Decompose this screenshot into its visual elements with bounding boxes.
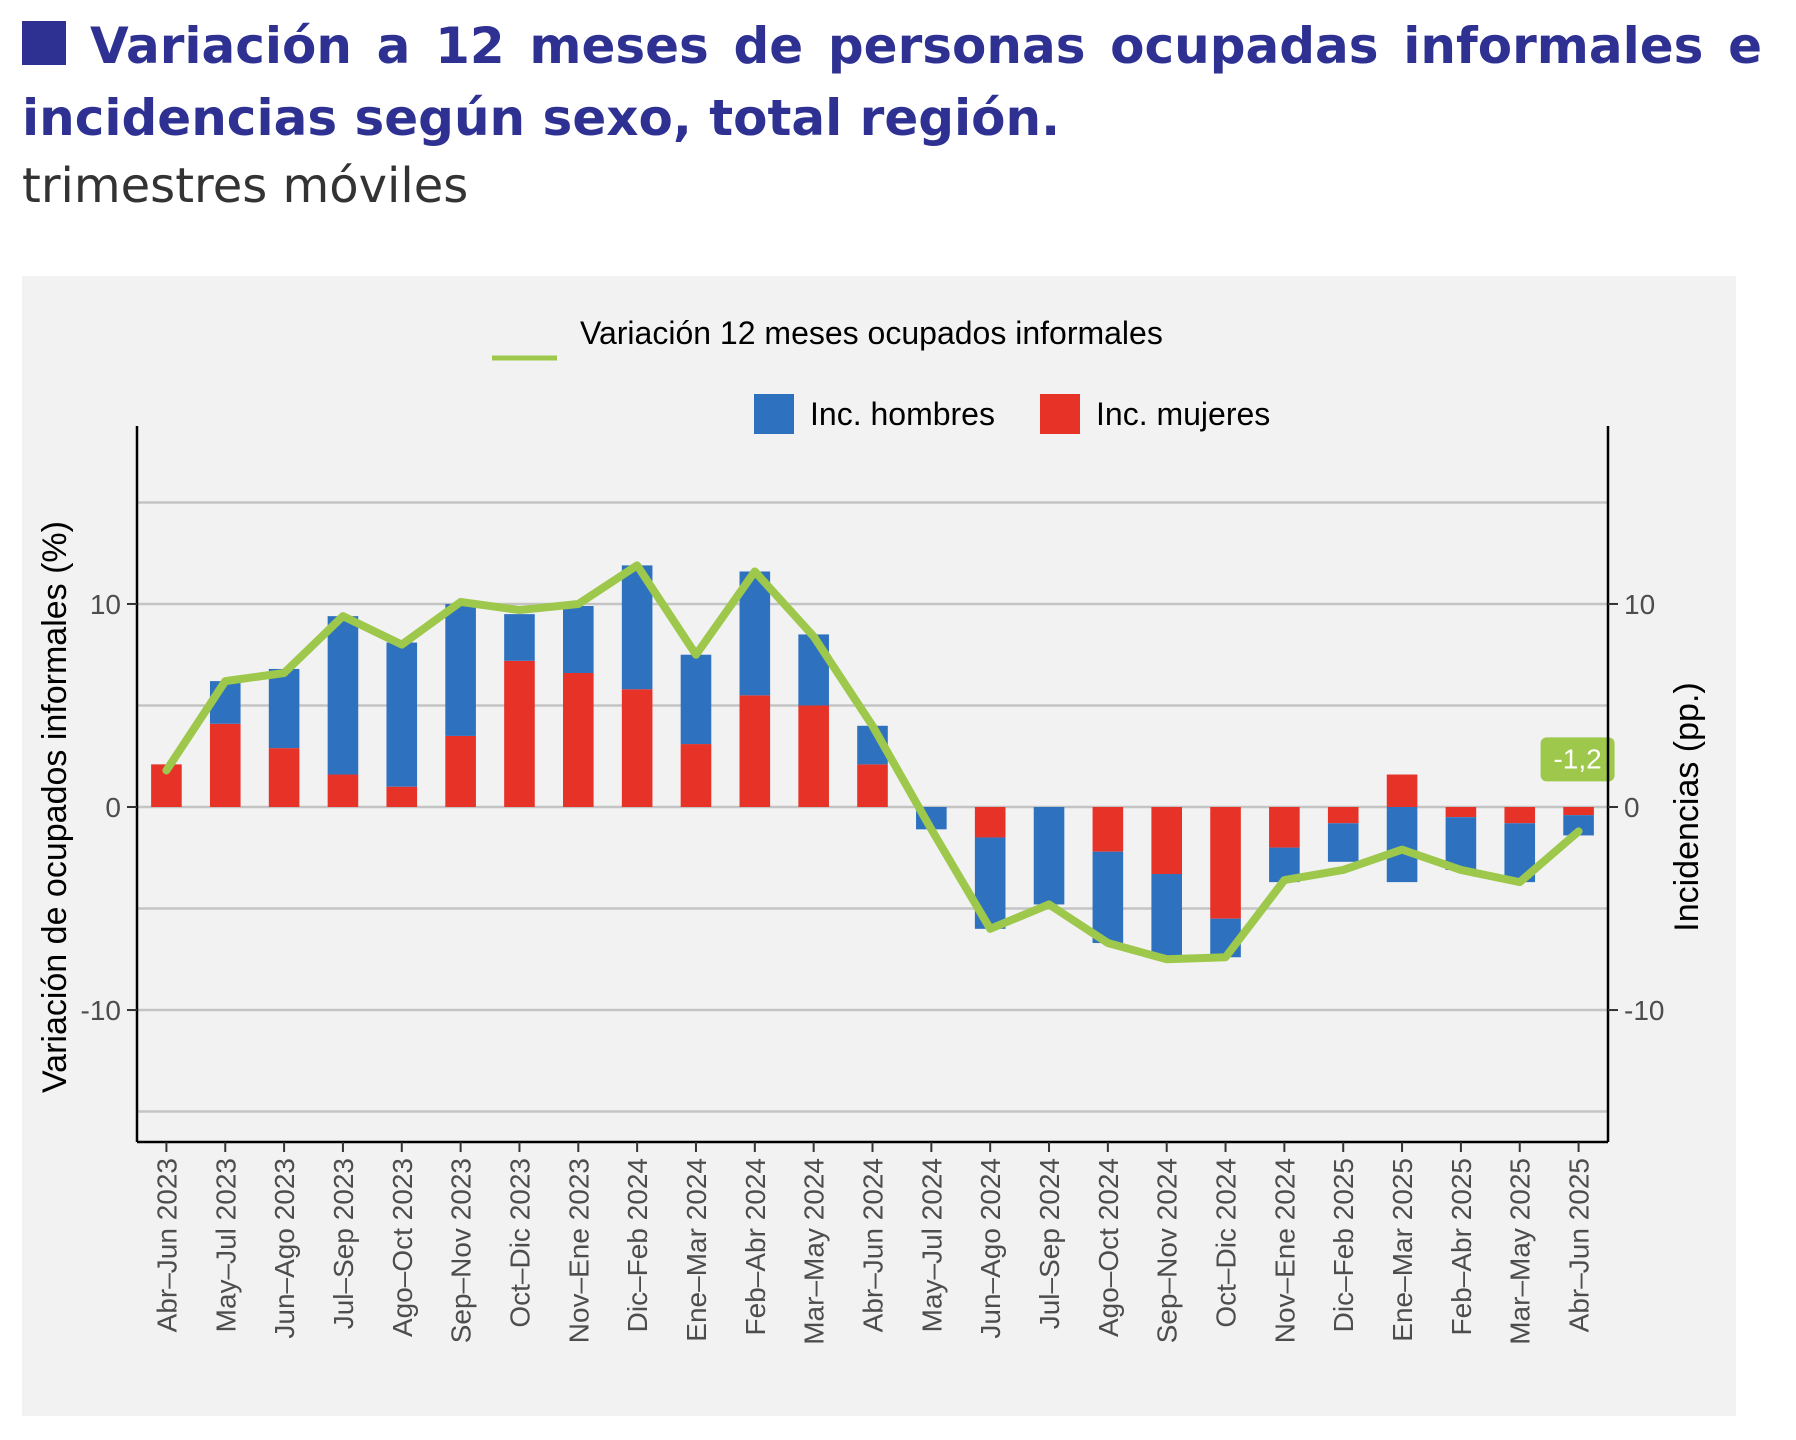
bar-inc-hombres xyxy=(1151,874,1182,958)
x-tick-label: Abr–Jun 2023 xyxy=(151,1158,182,1332)
chart-area: -1,2 -10 -10 0 0 10 10 Abr–Jun 2023 May–Jul 202… xyxy=(22,276,1736,1416)
y-axis-title-right: Incidencias (pp.) xyxy=(1668,682,1706,931)
bar-inc-mujeres xyxy=(445,735,476,807)
x-tick-label: Nov–Ene 2024 xyxy=(1269,1158,1300,1343)
y-tick-label-left: -10 xyxy=(81,995,121,1026)
chart-title: Variación a 12 meses de personas ocupada… xyxy=(22,17,1762,147)
title-square-icon xyxy=(22,21,66,65)
bar-inc-mujeres xyxy=(504,660,535,807)
x-tick-label: Jul–Sep 2024 xyxy=(1034,1158,1065,1329)
bar-inc-hombres xyxy=(327,616,359,775)
bar-inc-mujeres xyxy=(739,695,771,807)
x-tick-label: Ago–Oct 2023 xyxy=(387,1158,418,1337)
legend-label-line: Variación 12 meses ocupados informales xyxy=(580,315,1163,351)
bar-inc-mujeres xyxy=(209,723,241,807)
x-tick-label: Sep–Nov 2023 xyxy=(446,1158,477,1343)
bar-inc-hombres xyxy=(798,634,829,706)
bar-inc-mujeres xyxy=(1563,807,1594,816)
y-tick-label-right: 0 xyxy=(1624,792,1640,823)
x-tick-label: Ene–Mar 2024 xyxy=(681,1158,712,1342)
y-tick-label-right: -10 xyxy=(1624,995,1664,1026)
bar-inc-hombres xyxy=(1327,823,1359,862)
annotation-label-box xyxy=(1540,737,1615,782)
y-tick-label-left: 10 xyxy=(90,589,121,620)
x-tick-label: Dic–Feb 2024 xyxy=(622,1158,653,1332)
grid-layer xyxy=(137,501,1608,1113)
x-tick-label: Sep–Nov 2024 xyxy=(1152,1158,1183,1343)
x-tick-label: Oct–Dic 2024 xyxy=(1211,1158,1242,1328)
x-tick-label: Oct–Dic 2023 xyxy=(504,1158,535,1328)
bar-inc-mujeres xyxy=(857,764,888,807)
bar-inc-mujeres xyxy=(798,705,829,807)
y-tick-label-right: 10 xyxy=(1624,589,1655,620)
line-layer: -1,2 xyxy=(162,561,1615,964)
x-tick-label: Abr–Jun 2025 xyxy=(1564,1158,1595,1332)
legend-key-hombres xyxy=(754,394,794,434)
bar-inc-mujeres xyxy=(1210,807,1241,919)
bar-inc-mujeres xyxy=(1092,807,1124,852)
bar-inc-mujeres xyxy=(1504,807,1536,824)
legend-label-hombres: Inc. hombres xyxy=(810,396,995,432)
bar-inc-hombres xyxy=(1033,807,1065,905)
bar-inc-hombres xyxy=(1445,817,1477,870)
chart-header: Variación a 12 meses de personas ocupada… xyxy=(22,10,1762,216)
x-tick-label: Ago–Oct 2024 xyxy=(1093,1158,1124,1337)
bar-inc-mujeres xyxy=(1269,807,1300,848)
bars-layer xyxy=(151,565,1594,958)
chart-title-block: Variación a 12 meses de personas ocupada… xyxy=(22,10,1762,154)
bar-inc-hombres xyxy=(445,603,476,736)
chart-subtitle: trimestres móviles xyxy=(22,158,469,214)
bar-inc-hombres xyxy=(563,606,594,673)
bar-inc-hombres xyxy=(1092,851,1124,944)
chart-svg: -1,2 -10 -10 0 0 10 10 Abr–Jun 2023 May–Jul 202… xyxy=(22,276,1736,1416)
bar-inc-hombres xyxy=(268,668,300,749)
x-tick-label: Mar–May 2025 xyxy=(1505,1158,1536,1345)
bar-inc-mujeres xyxy=(386,786,418,807)
axes-layer: -10 -10 0 0 10 10 Abr–Jun 2023 May–Jul 2023 Jun–… xyxy=(36,426,1706,1345)
x-tick-label: Mar–May 2024 xyxy=(799,1158,830,1345)
annotation-label: -1,2 xyxy=(1553,743,1601,774)
line-variacion-informales xyxy=(162,561,1583,964)
bar-inc-hombres xyxy=(680,654,712,745)
bar-inc-hombres xyxy=(504,614,535,661)
legend-label-mujeres: Inc. mujeres xyxy=(1096,396,1270,432)
bar-inc-mujeres xyxy=(974,807,1006,838)
x-tick-label: Feb–Abr 2024 xyxy=(740,1158,771,1335)
x-tick-label: Ene–Mar 2025 xyxy=(1387,1158,1418,1342)
bar-inc-mujeres xyxy=(268,748,300,807)
x-tick-label: May–Jul 2024 xyxy=(916,1158,947,1332)
x-tick-label: Nov–Ene 2023 xyxy=(563,1158,594,1343)
bar-inc-mujeres xyxy=(621,689,653,807)
x-tick-label: Dic–Feb 2025 xyxy=(1328,1158,1359,1332)
x-tick-label: Jun–Ago 2023 xyxy=(269,1158,300,1339)
bar-inc-mujeres xyxy=(1327,807,1359,824)
bar-inc-hombres xyxy=(386,642,418,787)
bar-inc-mujeres xyxy=(1151,807,1182,874)
x-tick-label: Jun–Ago 2024 xyxy=(975,1158,1006,1339)
x-tick-label: Feb–Abr 2025 xyxy=(1446,1158,1477,1335)
bar-inc-hombres xyxy=(1563,815,1594,836)
legend-key-mujeres xyxy=(1040,394,1080,434)
legend-layer: Variación 12 meses ocupados informales In… xyxy=(492,315,1270,434)
x-tick-label: May–Jul 2023 xyxy=(210,1158,241,1332)
x-tick-label: Jul–Sep 2023 xyxy=(328,1158,359,1329)
bar-inc-mujeres xyxy=(563,673,594,807)
bar-inc-mujeres xyxy=(680,744,712,807)
y-tick-label-left: 0 xyxy=(105,792,121,823)
bar-inc-hombres xyxy=(1386,807,1418,883)
bar-inc-mujeres xyxy=(1445,807,1477,818)
x-tick-label: Abr–Jun 2024 xyxy=(858,1158,889,1332)
bar-inc-mujeres xyxy=(327,774,359,807)
bar-inc-mujeres xyxy=(1386,774,1418,807)
y-axis-title-left: Variación de ocupados informales (%) xyxy=(36,521,74,1093)
